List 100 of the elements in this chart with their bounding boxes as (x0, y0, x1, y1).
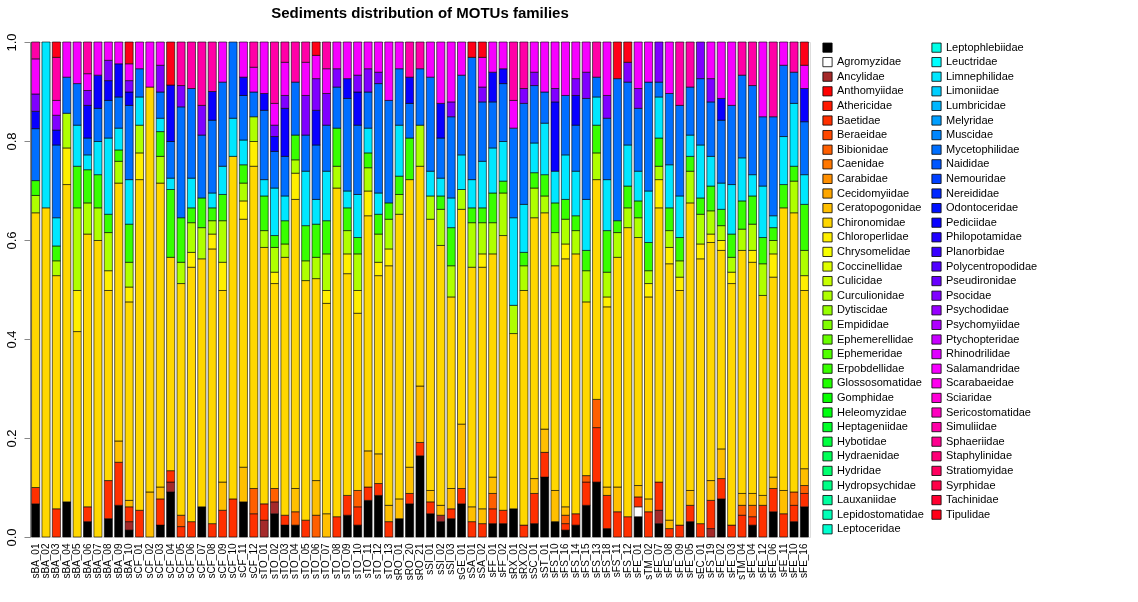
legend-label: Erpobdellidae (837, 361, 905, 374)
x-tick-label: sSC_01 (528, 543, 540, 580)
legend-label: Psocidae (946, 288, 992, 301)
x-tick-label: sSI_02 (434, 543, 446, 575)
x-tick-label: sTO_04 (289, 543, 301, 579)
legend-label: Limnephilidae (946, 69, 1014, 82)
x-tick-label: sCF_12 (247, 543, 259, 579)
x-tick-label: sFE_04 (746, 543, 758, 578)
x-tick-label: sRX_02 (517, 543, 529, 580)
legend-label: Salamandridae (946, 361, 1020, 374)
x-tick-label: sTM_04 (736, 543, 748, 580)
legend-label: Lepidostomatidae (837, 507, 924, 520)
legend-label: Ephemeridae (837, 347, 903, 360)
legend-label: Polycentropodidae (946, 259, 1038, 272)
legend-label: Agromyzidae (837, 55, 902, 68)
x-tick-label: sFS_14 (569, 543, 581, 578)
x-tick-label: sFF_01 (486, 543, 498, 578)
legend-label: Carabidae (837, 171, 888, 184)
x-tick-label: sCF_08 (206, 543, 218, 579)
x-tick-label: sTO_12 (372, 543, 384, 579)
x-tick-label: sEC_01 (694, 543, 706, 580)
y-tick-label: 0.2 (3, 429, 19, 448)
y-tick-label: 0.4 (3, 330, 19, 349)
x-tick-label: sCF_11 (237, 543, 249, 578)
legend-label: Glossosomatidae (837, 376, 922, 389)
x-tick-label: sFS_19 (704, 543, 716, 578)
legend-label: Syrphidae (946, 478, 996, 491)
x-tick-label: sRO_21 (414, 543, 425, 581)
legend-label: Naididae (946, 157, 990, 170)
legend-label: Muscidae (946, 128, 994, 141)
legend-label: Sericostomatidae (946, 405, 1031, 418)
x-tick-label: sTO_05 (299, 543, 311, 579)
legend-label: Anthomyiidae (837, 84, 904, 97)
x-tick-label: sBA_08 (102, 543, 114, 579)
legend-label: Gomphidae (837, 390, 894, 403)
legend-label: Planorbidae (946, 244, 1005, 257)
legend-label: Beraeidae (837, 128, 888, 141)
y-tick-label: 0.6 (3, 231, 19, 250)
x-tick-label: sCF_04 (164, 543, 176, 579)
x-tick-label: sTO_07 (320, 543, 332, 579)
x-tick-label: sBA_07 (91, 543, 103, 579)
y-tick-label: 0.0 (3, 528, 19, 547)
x-tick-label: sBA_06 (81, 543, 93, 579)
legend-label: Bibionidae (837, 142, 889, 155)
x-tick-label: sCF_05 (175, 543, 187, 579)
x-tick-label: sBA_05 (71, 543, 83, 579)
x-tick-label: sFE_11 (777, 543, 789, 578)
legend-label: Lumbricidae (946, 98, 1006, 111)
x-tick-label: sRO_01 (393, 543, 405, 581)
x-tick-label: sFE_10 (788, 543, 799, 578)
legend-label: Culicidae (837, 274, 883, 287)
legend-label: Chloroperlidae (837, 230, 909, 243)
legend-label: Sciaridae (946, 390, 992, 403)
legend-label: Heleomyzidae (837, 405, 907, 418)
x-tick-label: sCF_01 (133, 543, 145, 579)
x-tick-label: sRO_20 (403, 543, 415, 581)
x-tick-label: sFS_16 (559, 543, 571, 578)
x-tick-label: sFE_12 (756, 543, 768, 578)
x-tick-label: sCF_03 (154, 543, 166, 579)
legend-label: Nemouridae (946, 171, 1006, 184)
legend-label: Leptophlebiidae (946, 40, 1024, 53)
x-tick-label: sSI_01 (424, 543, 436, 575)
legend-label: Ephemerellidae (837, 332, 914, 345)
x-tick-label: sFS_11 (611, 543, 623, 578)
legend-label: Ceratopogonidae (837, 201, 922, 214)
x-tick-label: sBA_02 (40, 543, 51, 579)
legend-label: Chironomidae (837, 215, 906, 228)
legend-label: Leuctridae (946, 55, 998, 68)
legend-label: Heptageniidae (837, 420, 908, 433)
legend-label: Melyridae (946, 113, 994, 126)
legend-label: Cecidomyiidae (837, 186, 910, 199)
legend-label: Philopotamidae (946, 230, 1022, 243)
x-tick-label: sFE_02 (715, 543, 727, 578)
legend-label: Athericidae (837, 98, 893, 111)
x-tick-label: sFS_15 (580, 543, 592, 578)
legend-label: Hydropsychidae (837, 478, 916, 491)
x-tick-label: sFE_08 (663, 543, 675, 578)
x-tick-label: sFE_07 (652, 543, 664, 578)
x-tick-label: sTM_02 (642, 543, 654, 580)
x-tick-label: sST_01 (538, 543, 550, 578)
x-tick-label: sFE_09 (673, 543, 685, 578)
legend-label: Scarabaeidae (946, 376, 1014, 389)
legend-label: Dytiscidae (837, 303, 888, 316)
legend-label: Ptychopteridae (946, 332, 1020, 345)
x-tick-label: sFE_06 (767, 543, 779, 578)
x-tick-label: sTO_13 (382, 543, 394, 579)
x-tick-label: sFE_03 (725, 543, 737, 578)
x-tick-label: sFE_05 (684, 543, 696, 578)
legend-label: Odontoceridae (946, 201, 1019, 214)
x-tick-label: sCF_02 (143, 543, 155, 579)
legend-label: Limoniidae (946, 84, 1000, 97)
legend-label: Coccinellidae (837, 259, 903, 272)
x-tick-label: sBA_10 (123, 543, 135, 579)
x-tick-label: sTO_02 (268, 543, 280, 579)
x-tick-label: sCF_07 (195, 543, 207, 579)
legend-label: Mycetophilidae (946, 142, 1020, 155)
x-tick-label: sTO_06 (310, 543, 322, 579)
legend-label: Leptoceridae (837, 522, 901, 535)
legend-label: Curculionidae (837, 288, 905, 301)
legend-label: Empididae (837, 317, 889, 330)
